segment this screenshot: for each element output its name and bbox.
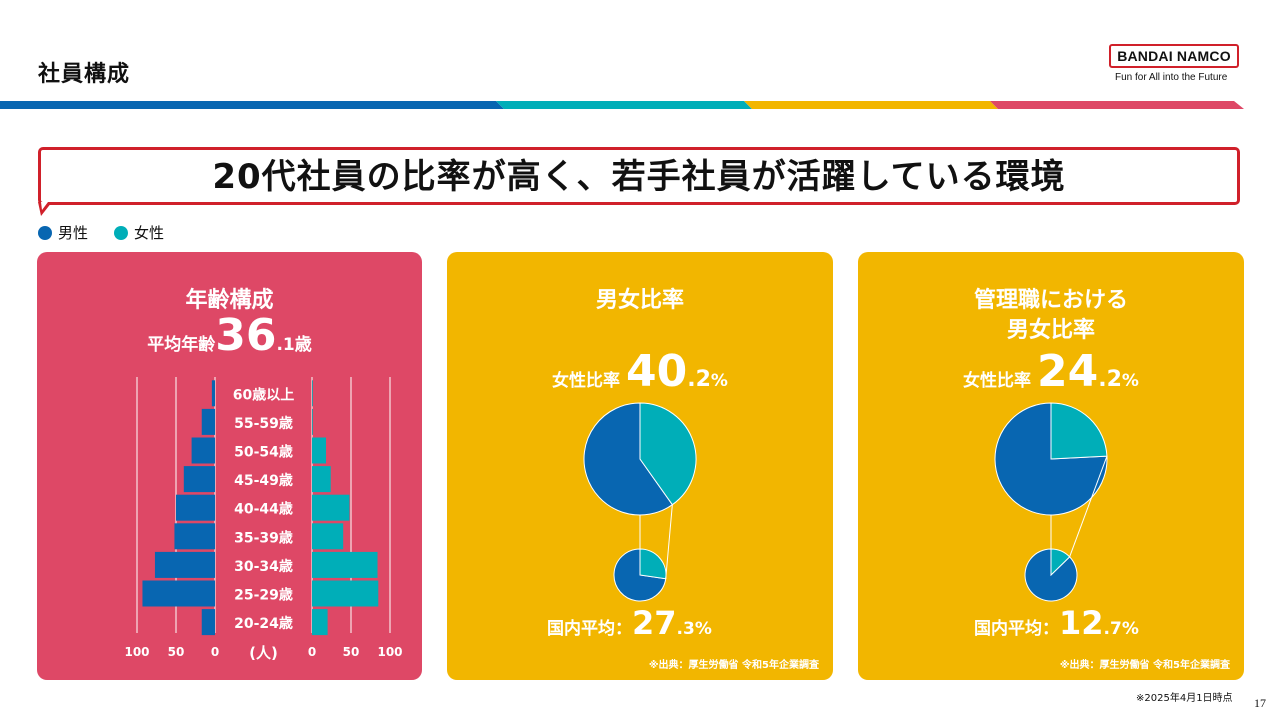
gender-national-int: 27: [632, 604, 677, 642]
male-dot-icon: [38, 226, 52, 240]
management-national-dec: .7: [1103, 619, 1122, 639]
age-panel-title: 年齢構成: [185, 288, 274, 313]
management-national-male-slice: [1024, 548, 1078, 602]
unit-label: (人): [249, 644, 278, 662]
management-pie-chart: [994, 402, 1108, 602]
age-category-label: 40-44歳: [234, 501, 293, 518]
age-category-label: 25-29歳: [234, 587, 293, 604]
management-panel: 管理職における 男女比率 女性比率 24.2% 国内平均：12.7% ※出典：厚生…: [858, 252, 1244, 680]
male-bar: [211, 380, 215, 407]
age-category-label: 45-49歳: [234, 472, 293, 489]
female-bar: [312, 580, 379, 607]
age-category-label: 50-54歳: [234, 444, 293, 461]
management-national-unit: %: [1121, 619, 1139, 639]
page-title: 社員構成: [38, 62, 131, 87]
management-ratio-unit: %: [1121, 371, 1139, 391]
average-age-int: 36: [215, 310, 277, 361]
gender-panel: 男女比率 女性比率 40.2% 国内平均：27.3% ※出典：厚生労働省 令和5年…: [447, 252, 833, 680]
female-bar: [312, 380, 313, 407]
legend-female: 女性: [114, 222, 164, 243]
age-panel: 年齢構成 平均年齢36.1歳 60歳以上 55-59歳 50-54歳 45-49歳 40…: [37, 252, 422, 680]
female-bar: [312, 437, 327, 464]
female-bar: [312, 551, 378, 578]
age-category-label: 35-39歳: [234, 529, 293, 546]
gender-ratio-label: 女性比率: [552, 371, 621, 391]
gender-pie-chart: [583, 402, 697, 602]
page-number: 17: [1254, 696, 1266, 710]
management-national-label: 国内平均：: [974, 619, 1059, 639]
age-pyramid-chart: 60歳以上 55-59歳 50-54歳 45-49歳 40-44歳 35-39歳 30-34…: [124, 377, 403, 662]
legend-male-label: 男性: [58, 224, 89, 242]
female-bar: [312, 466, 331, 493]
female-axis-tick: 0: [308, 645, 316, 659]
male-axis-tick: 0: [211, 645, 219, 659]
age-category-label: 20-24歳: [234, 615, 293, 632]
male-bar: [142, 580, 215, 607]
management-ratio-int: 24: [1037, 346, 1099, 397]
gender-source-note: ※出典：厚生労働省 令和5年企業調査: [648, 660, 819, 671]
male-bar: [201, 609, 215, 636]
management-ratio-label: 女性比率: [963, 371, 1032, 391]
management-panel-title-line1: 管理職における: [973, 288, 1128, 313]
logo-tagline: Fun for All into the Future: [1115, 72, 1228, 83]
gender-company-male-slice: [583, 402, 674, 516]
age-category-label: 60歳以上: [233, 386, 294, 403]
female-bar: [312, 609, 328, 636]
management-ratio-dec: .2: [1098, 367, 1122, 392]
average-age-unit: 歳: [294, 335, 312, 355]
gender-panel-title: 男女比率: [595, 288, 684, 313]
male-axis-tick: 50: [168, 645, 185, 659]
male-bar: [176, 494, 215, 521]
management-national-int: 12: [1059, 604, 1104, 642]
male-bar: [201, 408, 215, 435]
gender-ratio: 女性比率 40.2%: [447, 346, 833, 397]
age-category-label: 55-59歳: [234, 415, 293, 432]
legend-female-label: 女性: [134, 224, 165, 242]
as-of-date-note: ※2025年4月1日時点: [1136, 693, 1233, 704]
management-company-female-slice: [1050, 402, 1108, 460]
female-dot-icon: [114, 226, 128, 240]
gender-company-female-slice: [639, 402, 697, 506]
legend-male: 男性: [38, 222, 88, 243]
pie-connector-line: [1069, 456, 1108, 558]
male-bar: [183, 466, 215, 493]
male-bar: [191, 437, 215, 464]
pie-connector-line: [665, 504, 673, 579]
gender-national-average: 国内平均：27.3%: [547, 604, 712, 642]
management-national-average: 国内平均：12.7%: [974, 604, 1139, 642]
female-axis-tick: 50: [343, 645, 360, 659]
gender-national-label: 国内平均：: [547, 619, 632, 639]
gender-national-unit: %: [694, 619, 712, 639]
gender-national-dec: .3: [676, 619, 695, 639]
age-category-label: 30-34歳: [234, 558, 293, 575]
male-bar: [174, 523, 215, 550]
headline: 20代社員の比率が高く、若手社員が活躍している環境: [212, 157, 1066, 197]
logo-wordmark: BANDAI NAMCO: [1109, 44, 1239, 68]
bandai-namco-logo: BANDAI NAMCO Fun for All into the Future: [1109, 44, 1241, 83]
management-source-note: ※出典：厚生労働省 令和5年企業調査: [1059, 660, 1230, 671]
average-age-dec: .1: [276, 335, 295, 355]
management-panel-title-line2: 男女比率: [1006, 318, 1095, 343]
gender-ratio-dec: .2: [687, 367, 711, 392]
male-bar: [154, 551, 215, 578]
headline-frame: [38, 147, 1240, 205]
average-age-label: 平均年齢: [147, 335, 216, 355]
female-axis-tick: 100: [377, 645, 402, 659]
gender-national-female-slice: [639, 548, 667, 580]
headline-pointer: [38, 202, 52, 216]
management-ratio: 女性比率 24.2%: [858, 346, 1244, 397]
male-axis-tick: 100: [124, 645, 149, 659]
color-stripe: [0, 101, 1244, 109]
gender-ratio-int: 40: [626, 346, 688, 397]
female-bar: [312, 523, 344, 550]
average-age: 平均年齢36.1歳: [37, 310, 422, 361]
female-bar: [312, 494, 350, 521]
gender-ratio-unit: %: [710, 371, 728, 391]
female-bar: [312, 408, 313, 435]
